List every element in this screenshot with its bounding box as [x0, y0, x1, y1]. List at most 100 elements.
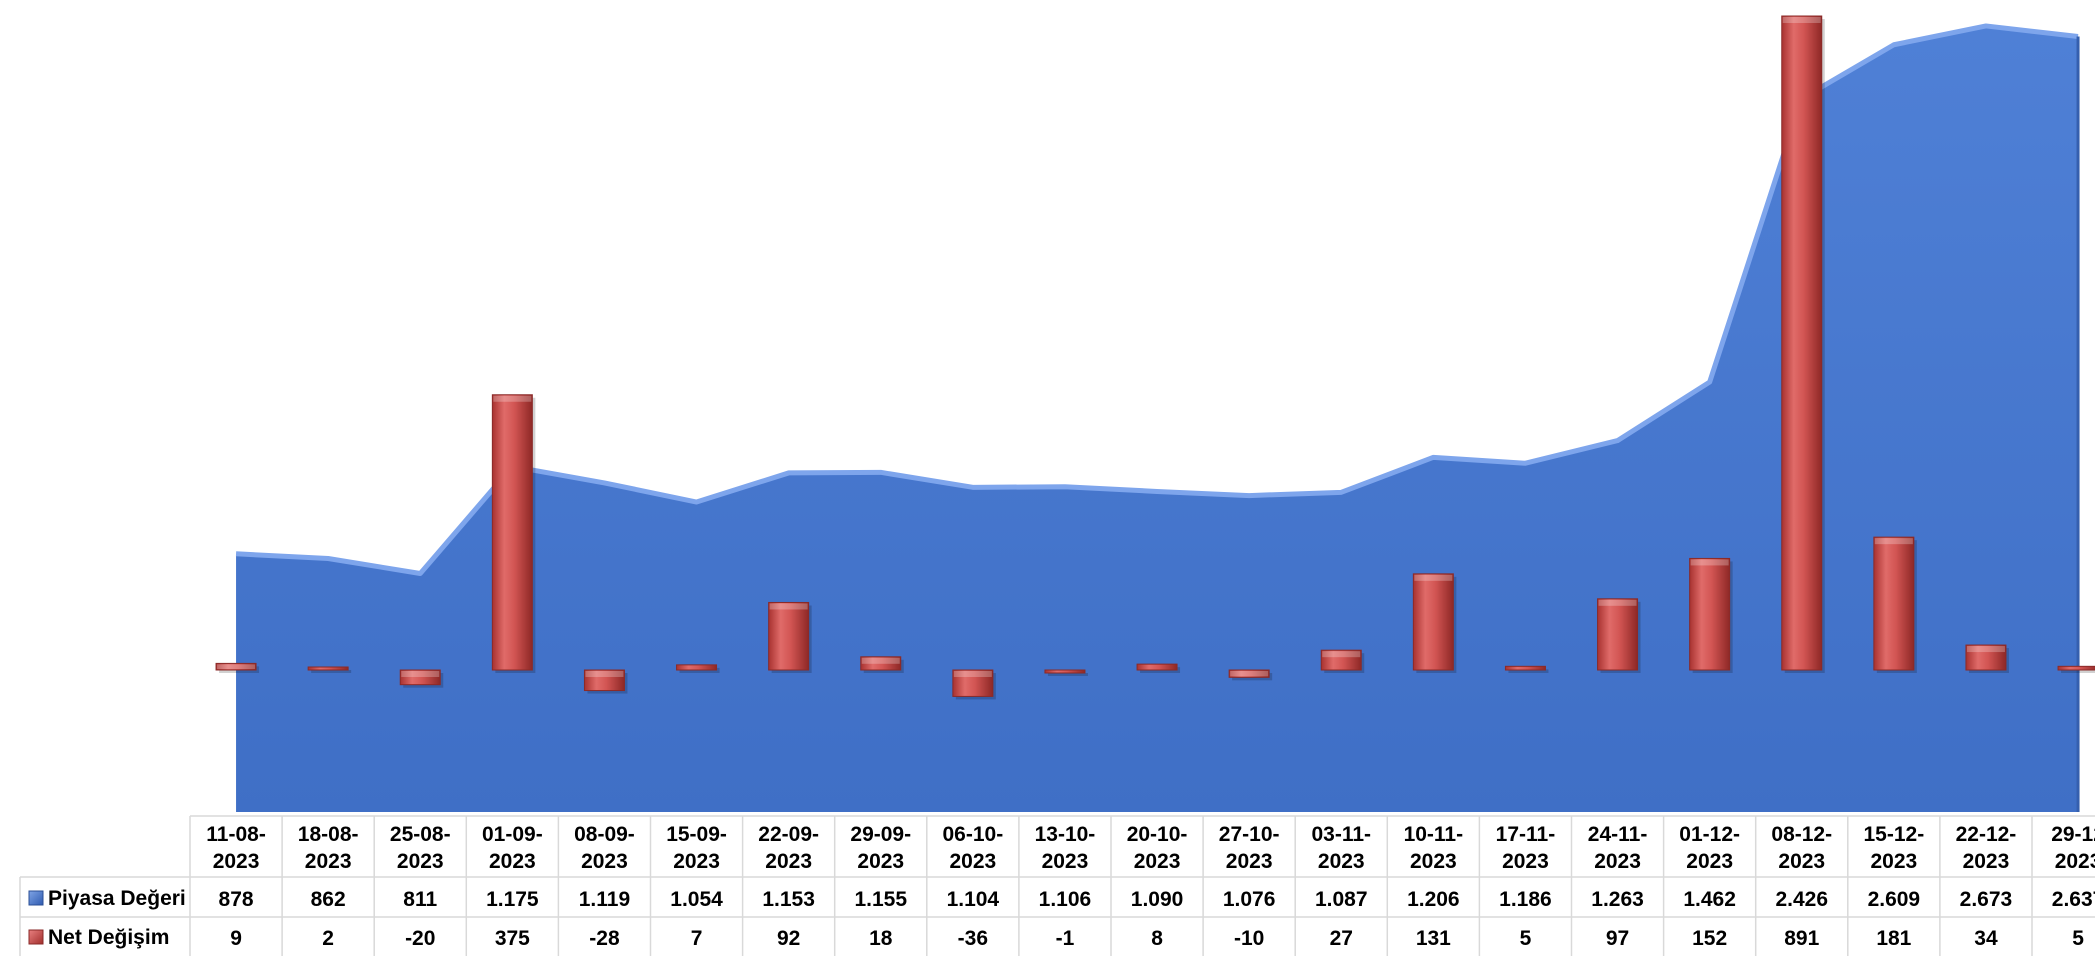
net-change-bar-body — [399, 669, 441, 686]
data-label-piyasa-degeri: 1.087 — [1315, 888, 1368, 911]
data-label-net-degisim: -10 — [1234, 927, 1264, 950]
category-label-year: 2023 — [1963, 850, 2010, 873]
net-change-bar-cap — [953, 671, 992, 677]
category-label-year: 2023 — [1134, 850, 1181, 873]
data-label-piyasa-degeri: 1.104 — [947, 888, 1000, 911]
data-label-net-degisim: 97 — [1606, 927, 1629, 950]
net-change-bar — [1136, 663, 1181, 673]
data-label-piyasa-degeri: 1.186 — [1499, 888, 1552, 911]
category-label: 22-09- — [758, 823, 819, 846]
net-change-bar-body — [583, 669, 625, 692]
net-change-bar — [1504, 665, 1549, 673]
category-label-year: 2023 — [1410, 850, 1457, 873]
category-label-year: 2023 — [581, 850, 628, 873]
category-label: 17-11- — [1496, 823, 1556, 846]
data-label-net-degisim: 131 — [1416, 927, 1451, 950]
net-change-bar — [676, 664, 720, 673]
net-change-bar — [1689, 557, 1733, 673]
data-label-net-degisim: 5 — [2072, 927, 2084, 950]
net-change-bar — [1781, 15, 1825, 674]
data-label-net-degisim: 2 — [322, 927, 334, 950]
net-change-bar-body — [1689, 557, 1731, 671]
category-label: 08-09- — [574, 823, 635, 846]
net-change-bar-cap — [1782, 17, 1821, 24]
data-label-piyasa-degeri: 1.155 — [854, 888, 907, 911]
category-label-year: 2023 — [1226, 850, 1273, 873]
net-change-bar-cap — [1874, 538, 1913, 545]
net-change-bar — [1412, 573, 1457, 673]
category-label-year: 2023 — [305, 850, 352, 873]
data-label-piyasa-degeri: 878 — [219, 888, 254, 911]
net-change-bar — [952, 669, 996, 700]
data-label-piyasa-degeri: 2.637 — [2052, 888, 2095, 911]
data-label-net-degisim: 18 — [869, 927, 893, 950]
net-change-bar — [1873, 536, 1917, 673]
net-change-bar-body — [1597, 598, 1639, 671]
category-label-year: 2023 — [1502, 850, 1549, 873]
net-change-bar-cap — [401, 671, 440, 677]
net-change-bar-body — [1965, 644, 2007, 671]
data-label-net-degisim: 92 — [777, 927, 800, 950]
net-change-bar-cap — [585, 671, 624, 677]
data-label-piyasa-degeri: 862 — [311, 888, 346, 911]
data-label-net-degisim: 7 — [691, 927, 703, 950]
category-label-year: 2023 — [673, 850, 720, 873]
data-label-piyasa-degeri: 1.206 — [1407, 888, 1460, 911]
legend-key-net-degisim — [28, 929, 44, 945]
net-change-bar-shadow — [2061, 669, 2095, 673]
category-label-year: 2023 — [397, 850, 444, 873]
net-change-bar — [1228, 669, 1273, 681]
category-label-year: 2023 — [1778, 850, 1825, 873]
area-series-top-edge — [235, 23, 2079, 577]
category-label: 22-12- — [1956, 823, 2017, 846]
category-label: 03-11- — [1311, 823, 1371, 846]
net-change-bar-cap — [861, 657, 900, 664]
data-label-net-degisim: -20 — [405, 927, 435, 950]
category-label: 20-10- — [1127, 823, 1188, 846]
data-label-net-degisim: -1 — [1056, 927, 1075, 950]
net-change-bar-body — [1504, 665, 1546, 671]
data-label-piyasa-degeri: 1.462 — [1683, 888, 1736, 911]
category-label: 01-09- — [482, 823, 543, 846]
net-change-bar — [860, 656, 904, 673]
net-change-bar-body — [1228, 669, 1270, 678]
category-label: 01-12- — [1679, 823, 1740, 846]
net-change-bar-cap — [1322, 651, 1361, 658]
net-change-bar-body — [860, 656, 902, 671]
data-label-piyasa-degeri: 1.076 — [1223, 888, 1276, 911]
data-label-net-degisim: 9 — [230, 927, 242, 950]
net-change-bar-body — [307, 666, 349, 671]
data-label-net-degisim: -36 — [958, 927, 988, 950]
net-change-bar — [1597, 598, 1641, 673]
category-label-year: 2023 — [213, 850, 260, 873]
net-change-bar-cap — [1598, 599, 1637, 606]
net-change-bar — [215, 662, 260, 673]
net-change-bar-body — [676, 664, 718, 671]
net-change-bar-body — [1320, 649, 1362, 671]
net-change-bar-body — [952, 669, 994, 697]
data-label-piyasa-degeri: 2.609 — [1868, 888, 1921, 911]
legend-key-piyasa-degeri — [28, 890, 44, 906]
category-label-year: 2023 — [765, 850, 812, 873]
category-label: 11-08- — [206, 823, 266, 846]
data-label-piyasa-degeri: 2.426 — [1775, 888, 1828, 911]
category-label: 15-12- — [1863, 823, 1924, 846]
data-table: 11-08- 2023 18-08- 2023 25-08- 2023 01-09- 2023… — [19, 815, 2095, 956]
data-label-net-degisim: 375 — [495, 927, 530, 950]
category-label: 29-12 — [2051, 823, 2095, 846]
data-label-piyasa-degeri: 811 — [403, 888, 437, 911]
net-change-bar-body — [1873, 536, 1915, 671]
net-change-bar — [1044, 669, 1088, 676]
net-change-bar-body — [2057, 665, 2095, 671]
net-change-bar-cap — [769, 603, 808, 610]
category-label-year: 2023 — [1042, 850, 1089, 873]
category-label-year: 2023 — [857, 850, 904, 873]
category-label: 13-10- — [1035, 823, 1096, 846]
category-label-year: 2023 — [1686, 850, 1733, 873]
category-label: 08-12- — [1771, 823, 1832, 846]
net-change-bar-body — [1044, 669, 1086, 674]
category-label: 18-08- — [298, 823, 359, 846]
net-change-bar-cap — [1230, 671, 1269, 677]
net-change-bar — [583, 669, 628, 694]
